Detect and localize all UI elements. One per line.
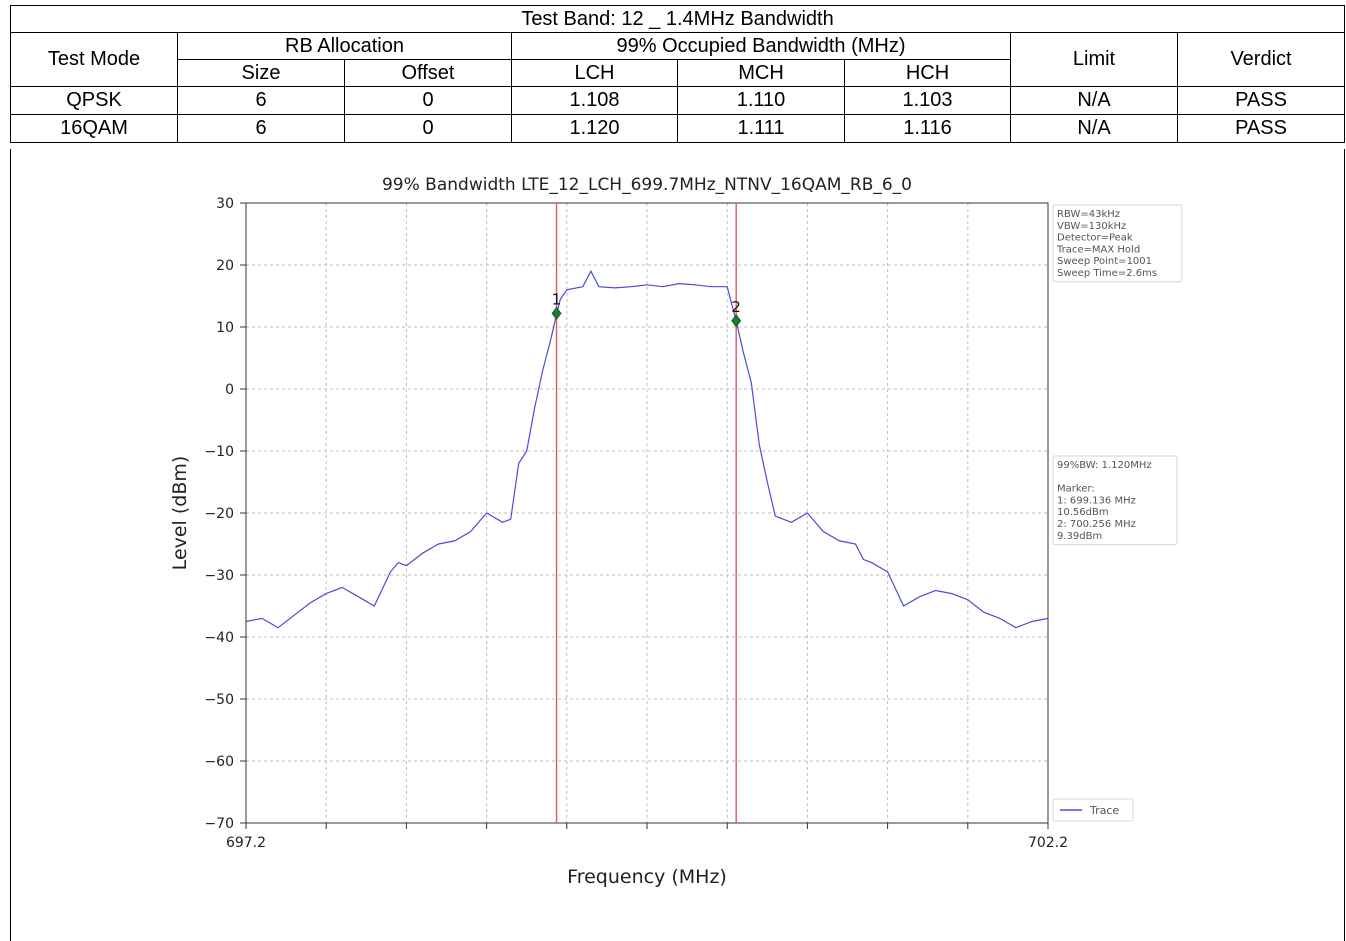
settings-box-line: RBW=43kHz bbox=[1057, 209, 1120, 220]
marker-label: 2 bbox=[731, 298, 741, 316]
header-offset: Offset bbox=[344, 59, 512, 87]
bandwidth-chart: 99% Bandwidth LTE_12_LCH_699.7MHz_NTNV_1… bbox=[169, 175, 1183, 888]
x-tick-label: 697.2 bbox=[226, 835, 266, 851]
header-lch: LCH bbox=[511, 59, 678, 87]
table-title: Test Band: 12 _ 1.4MHz Bandwidth bbox=[9, 5, 1346, 33]
y-tick-label: −40 bbox=[204, 630, 234, 646]
header-limit: Limit bbox=[1010, 32, 1178, 87]
cell-offset: 0 bbox=[344, 86, 512, 115]
cell-lch: 1.108 bbox=[511, 86, 678, 115]
cell-limit: N/A bbox=[1010, 86, 1178, 115]
cell-offset: 0 bbox=[344, 114, 512, 143]
y-tick-label: 10 bbox=[216, 320, 234, 336]
trace-line bbox=[245, 269, 1049, 629]
y-tick-label: −70 bbox=[204, 816, 234, 832]
cell-limit: N/A bbox=[1010, 114, 1178, 143]
result-box-line: 1: 699.136 MHz bbox=[1057, 495, 1136, 506]
y-tick-label: −20 bbox=[204, 506, 234, 522]
header-hch: HCH bbox=[844, 59, 1011, 87]
header-verdict: Verdict bbox=[1176, 32, 1346, 87]
settings-box-line: Trace=MAX Hold bbox=[1056, 244, 1140, 255]
cell-hch: 1.103 bbox=[844, 86, 1011, 115]
result-box-line: Marker: bbox=[1057, 484, 1095, 495]
cell-mch: 1.111 bbox=[677, 114, 845, 143]
cell-mode: QPSK bbox=[10, 86, 178, 115]
result-box-line: 9.39dBm bbox=[1057, 531, 1102, 542]
settings-box-line: Sweep Time=2.6ms bbox=[1057, 268, 1157, 279]
settings-box-line: VBW=130kHz bbox=[1057, 221, 1126, 232]
header-rb-allocation: RB Allocation bbox=[177, 32, 512, 60]
table-row: 16QAM 6 0 1.120 1.111 1.116 N/A PASS bbox=[10, 114, 1346, 143]
y-tick-label: 20 bbox=[216, 258, 234, 274]
x-tick-label: 702.2 bbox=[1028, 835, 1068, 851]
y-tick-label: 30 bbox=[216, 196, 234, 212]
y-tick-label: −10 bbox=[204, 444, 234, 460]
result-box-line: 99%BW: 1.120MHz bbox=[1057, 460, 1152, 471]
cell-hch: 1.116 bbox=[844, 114, 1011, 143]
y-tick-label: −50 bbox=[204, 692, 234, 708]
marker-label: 1 bbox=[552, 290, 562, 308]
chart-frame bbox=[10, 149, 1345, 941]
legend-label: Trace bbox=[1089, 804, 1119, 817]
settings-box: RBW=43kHzVBW=130kHzDetector=PeakTrace=MA… bbox=[1052, 204, 1183, 283]
chart-series bbox=[245, 269, 1049, 629]
y-tick-label: −30 bbox=[204, 568, 234, 584]
header-occupied-bandwidth: 99% Occupied Bandwidth (MHz) bbox=[511, 32, 1011, 60]
cell-verdict: PASS bbox=[1176, 114, 1346, 143]
table-row: QPSK 6 0 1.108 1.110 1.103 N/A PASS bbox=[10, 86, 1346, 115]
bandwidth-results-table: Test Band: 12 _ 1.4MHz Bandwidth Test Mo… bbox=[9, 5, 1346, 143]
cell-lch: 1.120 bbox=[511, 114, 678, 143]
cell-mode: 16QAM bbox=[10, 114, 178, 143]
x-axis: 697.2 702.2 bbox=[226, 823, 1068, 851]
header-size: Size bbox=[177, 59, 345, 87]
settings-box-line: Detector=Peak bbox=[1057, 233, 1133, 244]
settings-box-frame bbox=[1052, 204, 1183, 283]
chart-title: 99% Bandwidth LTE_12_LCH_699.7MHz_NTNV_1… bbox=[382, 175, 912, 195]
marker-diamond bbox=[551, 306, 562, 321]
y-axis: 30 20 10 0 −10 −20 −30 −40 −50 −60 −70 bbox=[204, 196, 246, 832]
result-box-line: 2: 700.256 MHz bbox=[1057, 519, 1136, 530]
cell-mch: 1.110 bbox=[677, 86, 845, 115]
y-tick-label: −60 bbox=[204, 754, 234, 770]
legend-frame bbox=[1052, 798, 1134, 822]
cell-size: 6 bbox=[177, 86, 345, 115]
cell-size: 6 bbox=[177, 114, 345, 143]
chart-grid bbox=[246, 203, 1048, 823]
marker-diamond bbox=[731, 314, 742, 328]
chart-legend: Trace bbox=[1052, 798, 1134, 822]
cell-verdict: PASS bbox=[1176, 86, 1346, 115]
y-axis-label: Level (dBm) bbox=[169, 456, 191, 571]
marker-lines bbox=[555, 203, 737, 823]
header-test-mode: Test Mode bbox=[10, 32, 178, 87]
settings-box-line: Sweep Point=1001 bbox=[1057, 256, 1152, 267]
x-axis-label: Frequency (MHz) bbox=[567, 866, 727, 888]
result-box-frame bbox=[1052, 455, 1178, 546]
y-tick-label: 0 bbox=[225, 382, 234, 398]
header-mch: MCH bbox=[677, 59, 845, 87]
result-box: 99%BW: 1.120MHz Marker:1: 699.136 MHz 10.… bbox=[1052, 455, 1178, 546]
result-box-line: 10.56dBm bbox=[1057, 507, 1109, 518]
